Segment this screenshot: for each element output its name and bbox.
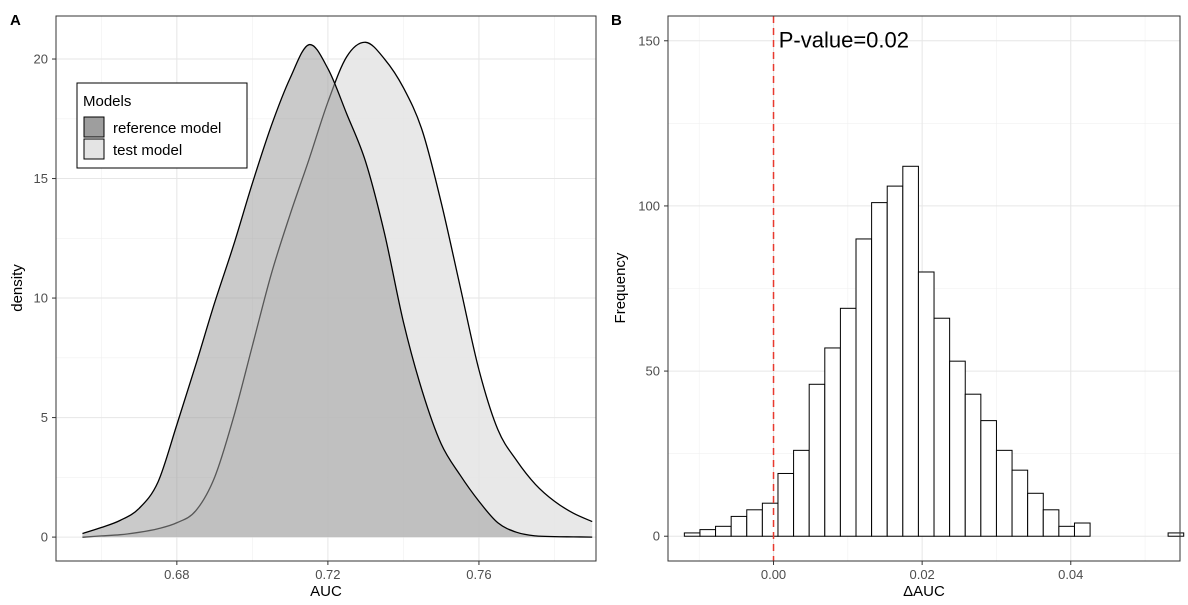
histogram-bars <box>683 165 1185 537</box>
histogram-x-ticks: 0.00 0.02 0.04 <box>761 561 1083 582</box>
y-tick-label: 100 <box>638 198 660 213</box>
legend-label-reference-model: reference model <box>113 120 221 137</box>
panel-a-letter: A <box>10 12 21 29</box>
histogram-y-ticks: 0 50 100 150 <box>638 33 668 544</box>
histogram-bar <box>980 420 997 537</box>
histogram-bar <box>1027 492 1044 537</box>
histogram-bar <box>1058 525 1075 537</box>
legend-key-reference-model <box>83 116 105 138</box>
y-tick-label: 50 <box>646 364 660 379</box>
histogram-plot-border <box>667 15 1181 562</box>
histogram-bar <box>699 529 717 537</box>
x-tick-label: 0.02 <box>909 567 934 582</box>
histogram-bar <box>1042 509 1060 537</box>
histogram-bar <box>1167 532 1185 537</box>
histogram-bar <box>683 532 701 537</box>
histogram-x-axis-title: ΔAUC <box>903 583 945 600</box>
density-area-reference-model <box>82 44 593 538</box>
density-curve-reference-model <box>82 44 593 538</box>
legend-label-test-model: test model <box>113 142 182 159</box>
histogram-bar <box>839 307 857 537</box>
histogram-bar <box>746 509 763 537</box>
y-tick-label: 0 <box>41 530 48 545</box>
legend-box <box>76 82 248 169</box>
y-tick-label: 5 <box>41 410 48 425</box>
histogram-bar <box>871 202 888 537</box>
histogram-bar <box>902 165 919 537</box>
histogram-y-axis-title: Frequency <box>612 252 629 323</box>
legend-title: Models <box>83 93 131 110</box>
density-x-ticks: 0.68 0.72 0.76 <box>164 561 492 582</box>
x-tick-label: 0.68 <box>164 567 189 582</box>
histogram-bar <box>886 185 904 537</box>
x-tick-label: 0.72 <box>315 567 340 582</box>
x-tick-label: 0.04 <box>1058 567 1083 582</box>
density-y-axis-title: density <box>9 264 26 312</box>
density-panel: A 0.68 0.72 0.76 0 5 10 15 20 AUC density Mode… <box>9 12 597 600</box>
density-plot-border <box>55 15 597 562</box>
histogram-bar <box>917 271 935 537</box>
histogram-bar <box>761 502 779 537</box>
histogram-bar <box>1073 522 1091 537</box>
histogram-bar <box>793 449 810 537</box>
y-tick-label: 0 <box>653 529 660 544</box>
histogram-bar <box>933 317 951 537</box>
histogram-bar <box>824 347 841 537</box>
x-tick-label: 0.76 <box>466 567 491 582</box>
panel-b-letter: B <box>611 12 622 29</box>
histogram-bar <box>1011 469 1029 537</box>
y-tick-label: 20 <box>34 52 48 67</box>
histogram-bar <box>995 449 1013 537</box>
density-y-ticks: 0 5 10 15 20 <box>34 52 56 545</box>
legend-key-test-model <box>83 138 105 160</box>
x-tick-label: 0.00 <box>761 567 786 582</box>
density-x-axis-title: AUC <box>310 583 342 600</box>
density-areas <box>82 41 593 538</box>
y-tick-label: 10 <box>34 291 48 306</box>
y-tick-label: 150 <box>638 33 660 48</box>
histogram-bar <box>715 525 732 537</box>
histogram-bar <box>777 472 795 537</box>
y-tick-label: 15 <box>34 171 48 186</box>
histogram-bar <box>855 238 873 537</box>
histogram-bar <box>949 360 966 537</box>
p-value-annotation: P-value=0.02 <box>779 27 909 52</box>
histogram-bar <box>808 383 826 537</box>
histogram-panel: B P-value=0.02 0.00 0.02 0.04 0 50 100 150 ΔA… <box>611 12 1185 600</box>
histogram-bar <box>964 393 982 537</box>
density-legend: Models reference model test model <box>76 82 248 169</box>
histogram-bar <box>730 515 748 537</box>
